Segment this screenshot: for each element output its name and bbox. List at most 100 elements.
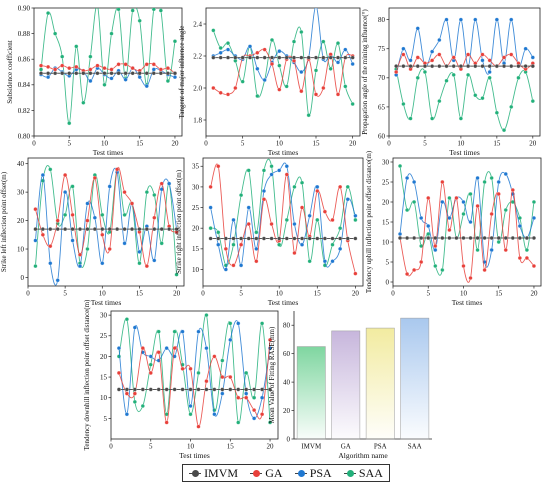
plot-area bbox=[208, 158, 358, 276]
data-point-psa bbox=[172, 75, 178, 80]
data-point-saa bbox=[231, 242, 236, 247]
data-point-imvm bbox=[524, 235, 529, 241]
x-tick-label: 15 bbox=[313, 140, 321, 148]
data-point-imvm bbox=[433, 235, 438, 241]
data-point-imvm bbox=[53, 71, 58, 76]
legend-item-imvm: IMVM bbox=[189, 466, 238, 481]
data-point-saa bbox=[437, 99, 442, 104]
data-point-imvm bbox=[247, 55, 253, 60]
data-point-ga bbox=[531, 263, 536, 269]
data-point-imvm bbox=[77, 227, 83, 232]
data-point-ga bbox=[236, 395, 241, 400]
chart-panel-5: 0 5 10 15 20 10 15 20 25 30 35 Test times Strike rig… bbox=[175, 157, 364, 307]
data-point-psa bbox=[338, 246, 343, 251]
data-point-psa bbox=[100, 261, 105, 266]
data-point-saa bbox=[236, 420, 241, 425]
data-point-saa bbox=[130, 8, 135, 13]
data-point-imvm bbox=[233, 55, 238, 60]
data-point-imvm bbox=[174, 227, 179, 232]
plot-frame bbox=[205, 7, 361, 137]
data-point-saa bbox=[228, 321, 233, 326]
data-point-saa bbox=[174, 272, 179, 277]
data-point-ga bbox=[74, 64, 79, 69]
data-point-ga bbox=[218, 90, 223, 95]
data-point-imvm bbox=[447, 235, 452, 241]
data-point-psa bbox=[148, 354, 153, 359]
y-axis-label: Tendency downhill inflection point offse… bbox=[83, 299, 91, 450]
data-point-ga bbox=[231, 263, 236, 268]
data-point-psa bbox=[468, 219, 473, 225]
x-tick-label: 0 bbox=[201, 290, 205, 298]
data-point-imvm bbox=[55, 227, 60, 232]
x-tick-label: 5 bbox=[423, 140, 427, 148]
data-point-imvm bbox=[33, 227, 38, 232]
y-axis-label: Propagation angle of the mining influenc… bbox=[361, 9, 369, 135]
y-tick-label: 10 bbox=[100, 394, 108, 402]
data-point-ga bbox=[130, 66, 135, 71]
data-point-ga bbox=[212, 354, 217, 359]
data-point-psa bbox=[40, 173, 45, 178]
data-point-ga bbox=[48, 244, 53, 249]
x-tick-label: 20 bbox=[267, 443, 275, 451]
data-point-saa bbox=[496, 239, 501, 245]
y-axis-label: Tangent of major influence angle bbox=[178, 26, 186, 119]
y-tick-label: 0.80 bbox=[18, 132, 31, 140]
x-tick-label: 10 bbox=[187, 443, 195, 451]
data-point-psa bbox=[530, 55, 535, 60]
data-point-saa bbox=[284, 84, 289, 89]
data-point-ga bbox=[517, 255, 522, 261]
y-axis-label: Subsidence coefficient bbox=[6, 40, 14, 103]
data-point-saa bbox=[172, 329, 177, 334]
data-point-saa bbox=[516, 75, 521, 80]
data-point-psa bbox=[225, 47, 231, 52]
x-tick-label: 20 bbox=[352, 290, 360, 298]
data-point-imvm bbox=[140, 387, 145, 392]
data-point-psa bbox=[122, 241, 127, 246]
data-point-saa bbox=[328, 66, 333, 71]
data-point-psa bbox=[353, 213, 358, 218]
data-point-imvm bbox=[148, 387, 153, 392]
data-point-saa bbox=[48, 167, 53, 172]
data-point-ga bbox=[262, 47, 267, 52]
data-point-saa bbox=[307, 259, 312, 264]
data-point-psa bbox=[412, 179, 417, 185]
data-point-saa bbox=[415, 75, 420, 80]
data-point-imvm bbox=[122, 227, 127, 232]
plot-frame bbox=[27, 157, 185, 287]
data-point-ga bbox=[40, 232, 45, 237]
legend: IMVM GA PSA SAA bbox=[182, 464, 390, 482]
data-point-saa bbox=[140, 403, 145, 409]
data-point-ga bbox=[322, 209, 327, 214]
legend-dot-ga bbox=[253, 469, 261, 477]
data-point-psa bbox=[254, 246, 259, 251]
data-point-imvm bbox=[212, 387, 217, 392]
data-point-psa bbox=[55, 278, 60, 283]
y-axis-label: Strike left inflection point offset(m) bbox=[0, 171, 8, 272]
data-point-saa bbox=[530, 99, 535, 104]
data-point-saa bbox=[277, 63, 282, 68]
y-tick-label: 0.82 bbox=[18, 107, 31, 115]
data-point-imvm bbox=[461, 235, 466, 241]
data-point-imvm bbox=[466, 64, 471, 69]
data-point-psa bbox=[458, 17, 463, 22]
y-tick-label: 40 bbox=[283, 379, 291, 387]
data-point-imvm bbox=[269, 236, 274, 241]
data-point-psa bbox=[132, 325, 137, 330]
data-point-imvm bbox=[38, 71, 44, 76]
data-point-psa bbox=[284, 164, 289, 169]
data-point-ga bbox=[132, 391, 137, 396]
data-point-psa bbox=[531, 215, 536, 221]
data-point-ga bbox=[454, 195, 459, 201]
data-point-psa bbox=[137, 75, 142, 80]
data-point-ga bbox=[313, 92, 319, 97]
data-point-ga bbox=[228, 375, 233, 380]
data-point-imvm bbox=[88, 71, 93, 76]
data-point-saa bbox=[466, 72, 471, 77]
data-point-ga bbox=[480, 52, 485, 57]
x-tick-label: 15 bbox=[136, 290, 144, 298]
data-point-imvm bbox=[231, 236, 236, 241]
data-point-saa bbox=[440, 267, 445, 273]
plot-area bbox=[394, 17, 535, 133]
